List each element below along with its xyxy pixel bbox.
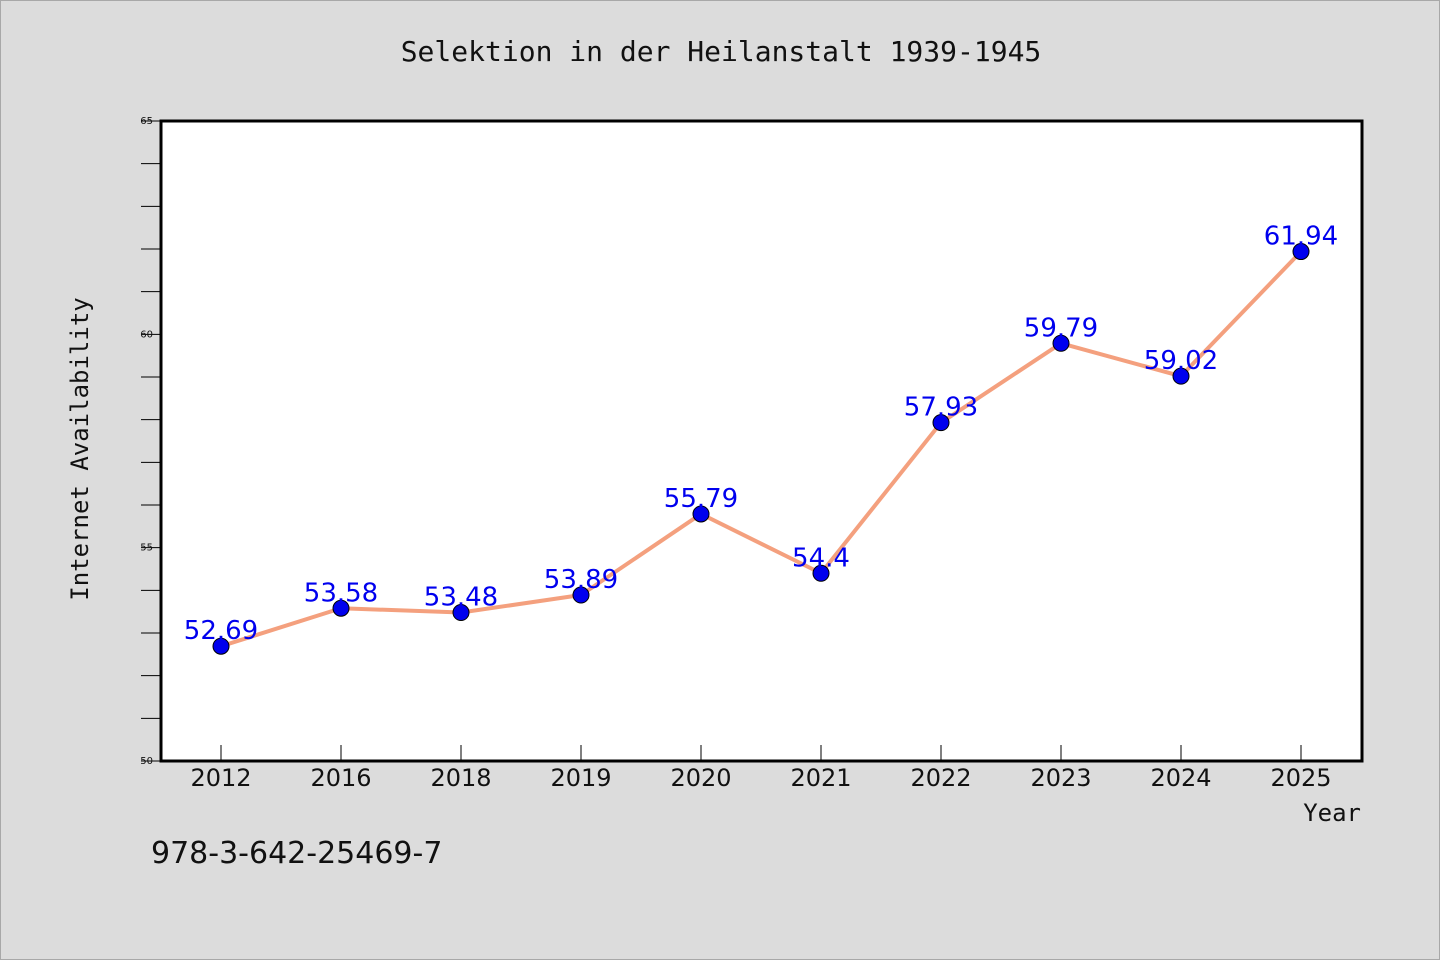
data-label: 54.4	[792, 543, 850, 573]
data-point	[572, 586, 590, 604]
data-point	[812, 564, 830, 582]
x-tick-label: 2019	[550, 764, 611, 792]
x-tick-label: 2022	[910, 764, 971, 792]
data-point	[452, 604, 470, 622]
y-tick-label: 55	[140, 543, 153, 554]
x-tick-label: 2018	[430, 764, 491, 792]
plot-frame	[159, 119, 1364, 763]
y-tick-label: 60	[140, 329, 153, 340]
x-tick-label: 2020	[670, 764, 731, 792]
data-point	[332, 599, 350, 617]
footnote-isbn: 978-3-642-25469-7	[151, 836, 443, 871]
x-tick-label: 2012	[190, 764, 251, 792]
chart-title: Selektion in der Heilanstalt 1939-1945	[400, 35, 1042, 68]
x-tick-label: 2016	[310, 764, 371, 792]
data-point	[1052, 334, 1070, 352]
data-label: 55.79	[664, 484, 738, 514]
x-tick-label: 2023	[1030, 764, 1091, 792]
data-label: 57.93	[904, 393, 978, 423]
data-point	[692, 505, 710, 523]
data-point	[212, 637, 230, 655]
y-tick-label: 65	[140, 116, 153, 127]
data-point	[1172, 367, 1190, 385]
data-label: 59.02	[1144, 346, 1218, 376]
series-group: 52.69 53.58 53.48 53.89 55.79 54.4 57.93 59.79 5…	[184, 222, 1338, 655]
plot-area	[161, 121, 1362, 761]
data-label: 53.89	[544, 565, 618, 595]
y-axis-label: Internet Availability	[66, 297, 94, 600]
y-tick-label: 50	[140, 756, 153, 767]
data-label: 53.48	[424, 583, 498, 613]
data-label: 52.69	[184, 616, 258, 646]
data-label: 61.94	[1264, 222, 1338, 252]
data-label: 53.58	[304, 578, 378, 608]
x-axis-label: Year	[1303, 799, 1361, 827]
data-point	[1292, 243, 1310, 261]
y-axis: 50 55 60 65	[140, 116, 161, 767]
data-point	[932, 414, 950, 432]
series-line	[220, 250, 1303, 649]
x-tick-label: 2025	[1270, 764, 1331, 792]
x-axis: 2012 2016 2018 2019 2020 2021 2022 2023 2024 2025	[190, 745, 1332, 792]
x-tick-label: 2021	[790, 764, 851, 792]
data-label: 59.79	[1024, 313, 1098, 343]
x-tick-label: 2024	[1150, 764, 1211, 792]
